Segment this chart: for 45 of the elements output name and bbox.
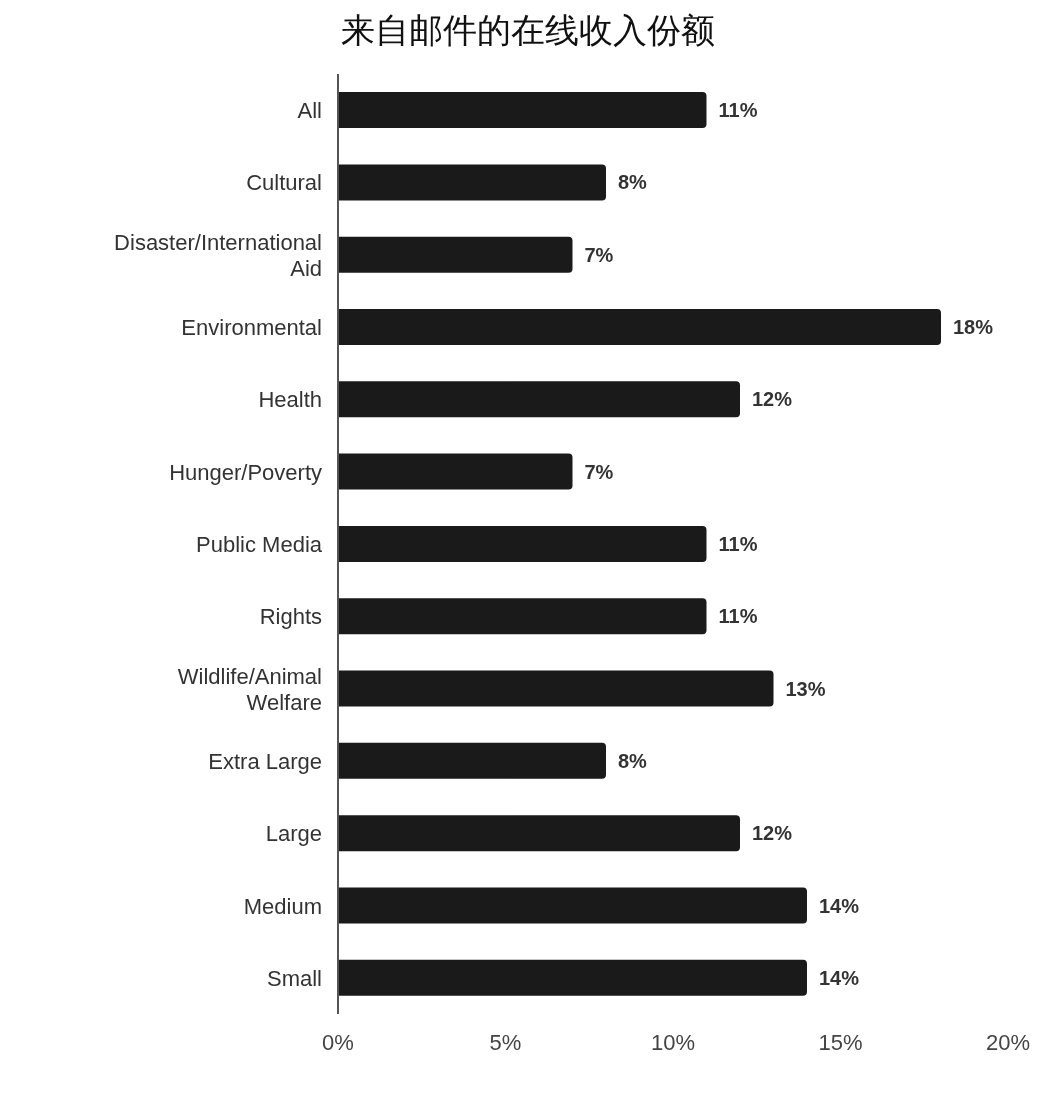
bar (338, 887, 807, 924)
bar (338, 92, 707, 129)
x-tick-label: 20% (985, 1029, 1031, 1055)
bar (338, 309, 941, 345)
bar (338, 670, 774, 707)
y-tick-label: All (297, 97, 322, 123)
bar (338, 381, 740, 418)
x-tick-label: 15% (818, 1029, 863, 1055)
data-label: 11% (718, 99, 758, 122)
data-label: 13% (785, 677, 826, 700)
data-label: 7% (584, 460, 614, 483)
data-label: 12% (752, 388, 793, 411)
chart-title: 来自邮件的在线收入份额 (340, 10, 716, 51)
y-tick-label: Environmental (181, 314, 322, 340)
data-label: 12% (752, 822, 793, 845)
x-tick-label: 0% (322, 1029, 354, 1055)
data-label: 14% (819, 894, 860, 917)
bar (338, 598, 707, 635)
bar (338, 959, 807, 996)
y-tick-label: Cultural (246, 169, 322, 195)
bar (338, 164, 606, 201)
bar (338, 453, 573, 490)
data-label: 8% (618, 749, 648, 772)
y-tick-label: Rights (259, 603, 322, 629)
y-tick-label: Large (265, 820, 322, 846)
y-tick-label: Small (266, 965, 322, 991)
x-tick-label: 5% (489, 1029, 522, 1055)
x-tick-label: 10% (650, 1029, 696, 1055)
data-label: 14% (819, 966, 860, 989)
y-tick-label: Extra Large (208, 748, 322, 774)
y-tick-label: Disaster/International Aid (114, 229, 322, 281)
bar (338, 525, 707, 562)
data-label: 8% (618, 171, 648, 194)
bar (338, 742, 606, 779)
data-label: 7% (584, 243, 614, 266)
data-label: 11% (718, 605, 758, 628)
bar (338, 236, 573, 273)
bar (338, 815, 740, 852)
y-tick-label: Medium (243, 893, 322, 919)
y-tick-label: Health (258, 386, 322, 412)
data-label: 11% (718, 533, 758, 556)
y-tick-label: Wildlife/Animal Welfare (177, 663, 322, 715)
y-tick-label: Hunger/Poverty (169, 459, 322, 485)
y-tick-label: Public Media (196, 531, 323, 557)
data-label: 18% (953, 316, 994, 339)
